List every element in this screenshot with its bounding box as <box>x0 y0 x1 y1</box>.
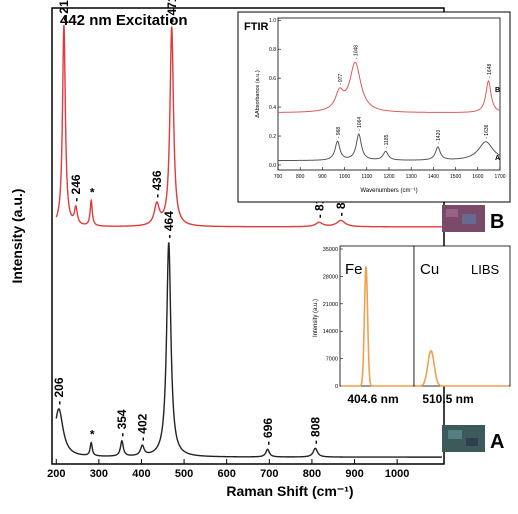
libs-y-tick-label: 0 <box>335 384 338 390</box>
ftir-x-tick-label: 700 <box>274 174 283 180</box>
trace-b-label: B <box>490 211 504 233</box>
trace-a-label: A <box>490 431 504 453</box>
raman-x-tick-label: 700 <box>260 468 278 480</box>
ftir-peak-label: - 977 <box>338 73 344 85</box>
ftir-peak-label: - 968 <box>336 127 342 139</box>
ftir-peak-label: - 1185 <box>384 134 390 148</box>
libs-y-tick-label: 21000 <box>323 302 338 308</box>
raman-peak-label: - 246 <box>69 174 83 202</box>
libs-y-axis-label: Intensity (a.u.) <box>313 299 319 337</box>
ftir-x-tick-label: 1000 <box>339 174 350 180</box>
libs-y-tick-label: 7000 <box>326 357 338 363</box>
ftir-series-group <box>277 61 501 162</box>
sample-a-photo-texture <box>448 430 462 439</box>
ftir-peak-label: - 1636 <box>484 124 490 138</box>
ftir-x-tick-label: 1100 <box>361 174 372 180</box>
ftir-inset: FTIR 700 800 900 1000 1100 1200 1300 1400 1500 16… <box>237 11 511 203</box>
ftir-peak-label: - 1064 <box>357 117 363 131</box>
raman-peak-label: - 436 <box>150 170 164 198</box>
libs-cu-frame <box>413 245 511 387</box>
raman-peak-label: - 218 <box>57 0 71 21</box>
raman-peak-label: - 696 <box>261 418 275 446</box>
raman-series-b-line <box>55 24 442 228</box>
sample-b-photo-texture <box>462 214 476 224</box>
sample-a-photo-texture <box>466 438 478 446</box>
ftir-y-tick-label: 0.6 <box>269 76 276 82</box>
ftir-x-tick-label: 1500 <box>450 174 461 180</box>
ftir-x-tick-label: 1600 <box>472 174 483 180</box>
raman-peak-label: - 808 <box>308 417 322 445</box>
ftir-axes: 700 800 900 1000 1100 1200 1300 1400 1500 1600 170… <box>269 18 506 180</box>
libs-fe-line <box>341 266 413 387</box>
raman-x-tick-label: 500 <box>175 468 193 480</box>
raman-peak-label: - 464 <box>162 211 176 239</box>
libs-fe-wavelength: 404.6 nm <box>347 392 398 406</box>
ftir-trace-a-label: A <box>495 155 500 162</box>
ftir-y-axis-label: ΔAbsorbance (a.u.) <box>255 70 261 118</box>
sample-b-photo-texture <box>446 209 458 217</box>
ftir-x-tick-label: 900 <box>318 174 327 180</box>
raman-x-tick-label: 800 <box>303 468 321 480</box>
ftir-y-tick-label: 0.8 <box>269 47 276 53</box>
ftir-series-a-line <box>278 133 501 162</box>
ftir-y-tick-label: 0.4 <box>269 105 276 111</box>
libs-cu-wavelength: 510.5 nm <box>422 392 473 406</box>
raman-peak-label: * <box>90 186 95 200</box>
ftir-x-axis-label: Wavenumbers (cm⁻¹) <box>360 188 417 194</box>
ftir-x-tick-label: 1700 <box>494 174 505 180</box>
raman-title: 442 nm Excitation <box>60 12 188 29</box>
raman-x-tick-label: 300 <box>90 468 108 480</box>
raman-x-tick-label: 200 <box>47 468 65 480</box>
raman-x-tick-label: 400 <box>132 468 150 480</box>
raman-plot-frame <box>51 7 445 465</box>
raman-peak-label: - 402 <box>136 413 150 441</box>
libs-fe-label: Fe <box>345 261 363 278</box>
ftir-series-b-line <box>277 61 501 113</box>
raman-peak-label: - 471 <box>165 0 179 23</box>
ftir-y-tick-label: 0.2 <box>269 134 276 140</box>
libs-title: LIBS <box>471 262 500 277</box>
libs-series-group <box>341 266 509 387</box>
ftir-peak-label: - 1048 <box>354 45 360 59</box>
libs-cu-label: Cu <box>420 261 439 278</box>
ftir-x-tick-label: 800 <box>296 174 305 180</box>
raman-x-axis: 200 300 400 500 600 700 800 900 1000 <box>47 459 409 480</box>
ftir-trace-b-label: B <box>495 87 500 94</box>
ftir-x-tick-label: 1400 <box>428 174 439 180</box>
raman-x-tick-label: 1000 <box>385 468 409 480</box>
raman-peak-label: * <box>90 428 95 442</box>
libs-y-axis: 0 7000 14000 21000 28000 35000 <box>323 247 343 390</box>
raman-peak-label: - 206 <box>52 377 66 405</box>
libs-y-tick-label: 28000 <box>323 274 338 280</box>
libs-cu-line <box>415 349 509 387</box>
raman-x-tick-label: 600 <box>218 468 236 480</box>
ftir-peak-label: - 1648 <box>487 64 493 78</box>
libs-y-tick-label: 14000 <box>323 329 338 335</box>
libs-inset: 0 7000 14000 21000 28000 35000 Fe Cu LIBS 404… <box>313 243 511 406</box>
ftir-peak-labels: - 977 - 1048 - 1648 - 968 - 1064 - 1185 - 1420… <box>336 45 493 149</box>
ftir-y-tick-label: 1.0 <box>269 18 276 24</box>
ftir-x-tick-label: 1200 <box>383 174 394 180</box>
ftir-y-tick-label: 0.0 <box>269 163 276 169</box>
raman-y-axis-label: Intensity (a.u.) <box>9 189 25 284</box>
libs-y-tick-label: 35000 <box>323 247 338 253</box>
ftir-peak-label: - 1420 <box>436 130 442 144</box>
raman-series-a-line <box>55 242 442 458</box>
raman-x-axis-label: Raman Shift (cm⁻¹) <box>226 483 353 499</box>
raman-series-group <box>55 24 442 458</box>
raman-x-tick-label: 900 <box>345 468 363 480</box>
ftir-title: FTIR <box>244 21 268 33</box>
raman-peak-label: - 354 <box>115 409 129 437</box>
ftir-x-tick-label: 1300 <box>406 174 417 180</box>
